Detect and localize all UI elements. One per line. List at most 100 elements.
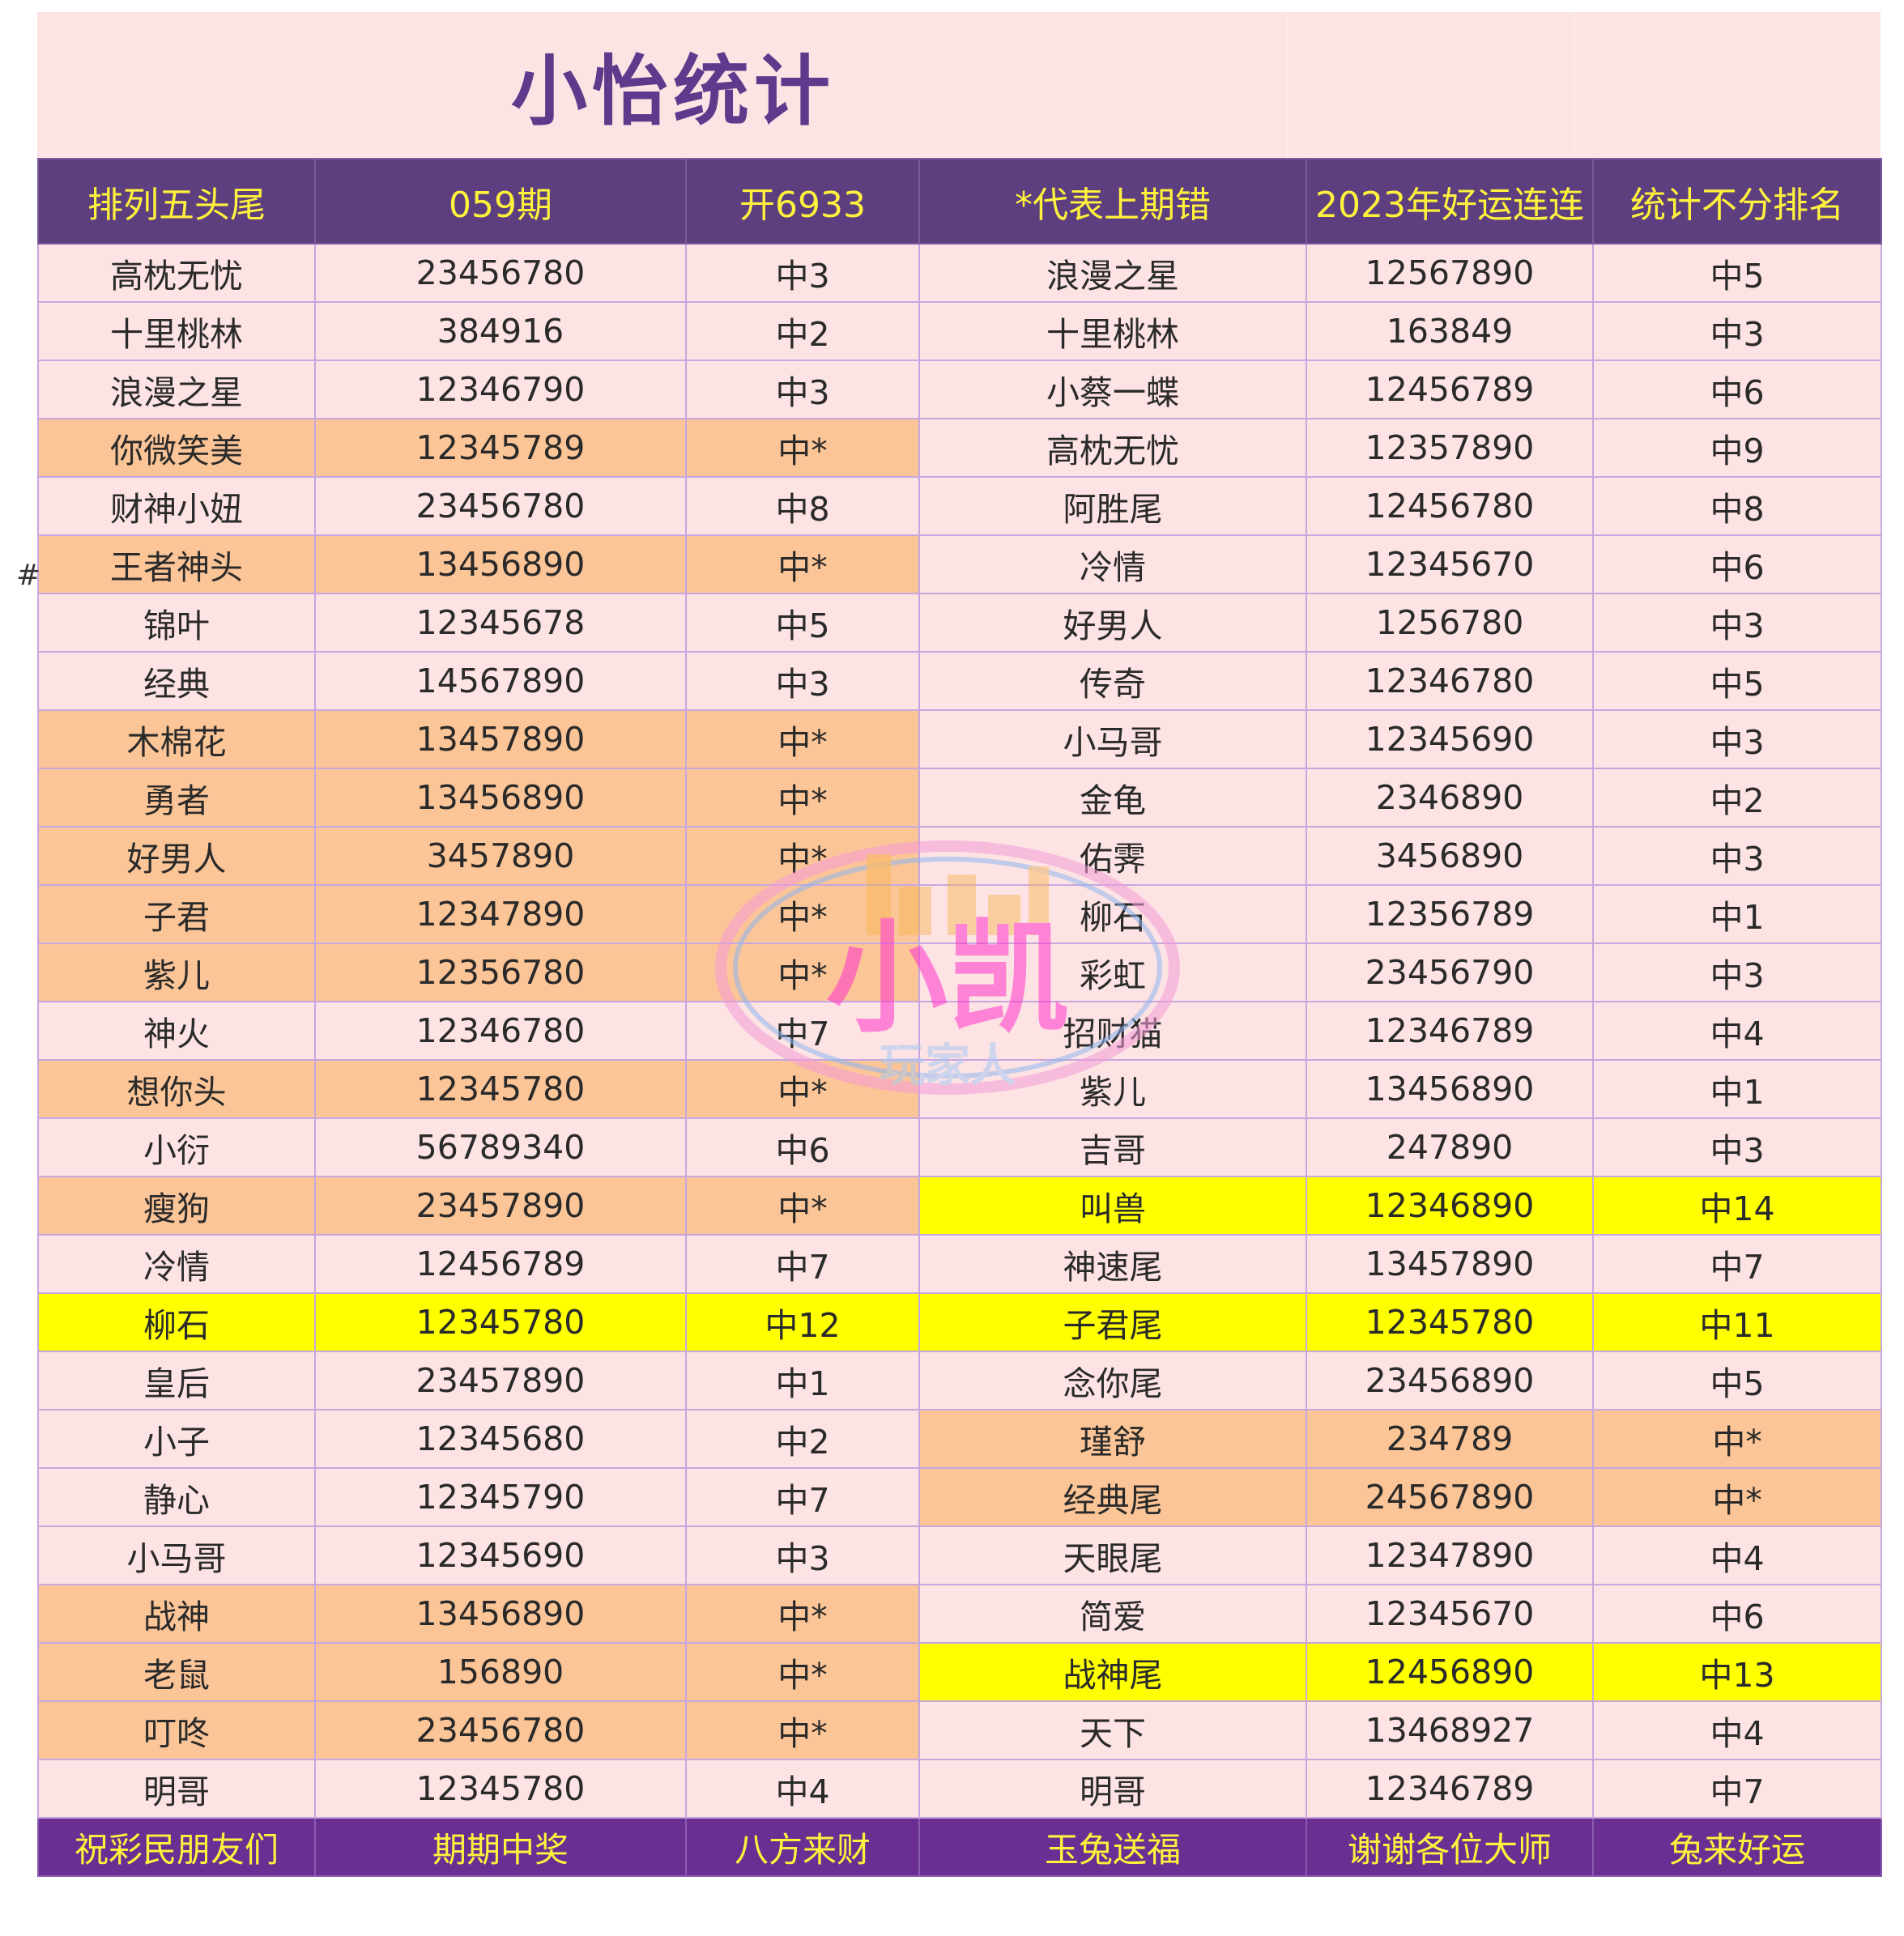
- cell-open-result: 中*: [685, 1700, 920, 1760]
- cell-period-059-number: 13456890: [314, 1584, 687, 1644]
- cell-back-name: 招财猫: [918, 1001, 1307, 1061]
- cell-front-tail-name: 好男人: [37, 826, 316, 886]
- cell-front-tail-name: 柳石: [37, 1292, 316, 1352]
- cell-period-059-number: 23456780: [314, 1700, 687, 1760]
- table-row: 静心 12345790 中7 经典尾 24567890 中*: [37, 1467, 1882, 1527]
- cell-period-059-number: 12345780: [314, 1059, 687, 1119]
- title-row: 小怡统计: [37, 12, 1881, 158]
- cell-back-name: 明哥: [918, 1759, 1307, 1819]
- page-title: 小怡统计: [510, 48, 835, 136]
- cell-open-result: 中*: [685, 418, 920, 478]
- cell-period-059-number: 384916: [314, 301, 687, 361]
- table-row: 小衍 56789340 中6 吉哥 247890 中3: [37, 1117, 1882, 1177]
- cell-back-name: 简爱: [918, 1584, 1307, 1644]
- cell-period-059-number: 23457890: [314, 1351, 687, 1411]
- cell-score: 中1: [1592, 1059, 1882, 1119]
- cell-open-result: 中5: [685, 593, 920, 653]
- cell-lucky-number: 2346890: [1306, 768, 1594, 828]
- cell-back-name: 小马哥: [918, 709, 1307, 769]
- cell-score: 中3: [1592, 1117, 1882, 1177]
- cell-front-tail-name: 高枕无忧: [37, 243, 316, 303]
- cell-front-tail-name: 锦叶: [37, 593, 316, 653]
- table-row: 好男人 3457890 中* 佑霁 3456890 中3: [37, 826, 1882, 886]
- table-row: 皇后 23457890 中1 念你尾 23456890 中5: [37, 1351, 1882, 1411]
- cell-score: 中4: [1592, 1001, 1882, 1061]
- cell-open-result: 中*: [685, 1059, 920, 1119]
- table-row: 锦叶 12345678 中5 好男人 1256780 中3: [37, 593, 1882, 653]
- cell-back-name: 神速尾: [918, 1234, 1307, 1294]
- cell-period-059-number: 56789340: [314, 1117, 687, 1177]
- table-row: 神火 12346780 中7 招财猫 12346789 中4: [37, 1001, 1882, 1061]
- footer-cell: 兔来好运: [1592, 1817, 1882, 1877]
- cell-score: 中*: [1592, 1409, 1882, 1469]
- cell-lucky-number: 12347890: [1306, 1525, 1594, 1585]
- cell-score: 中5: [1592, 651, 1882, 711]
- footer-cell: 玉兔送福: [918, 1817, 1307, 1877]
- cell-period-059-number: 12345680: [314, 1409, 687, 1469]
- cell-score: 中4: [1592, 1700, 1882, 1760]
- cell-score: 中6: [1592, 1584, 1882, 1644]
- cell-lucky-number: 13457890: [1306, 1234, 1594, 1294]
- cell-back-name: 天下: [918, 1700, 1307, 1760]
- cell-score: 中3: [1592, 301, 1882, 361]
- cell-lucky-number: 234789: [1306, 1409, 1594, 1469]
- table-row: 冷情 12456789 中7 神速尾 13457890 中7: [37, 1234, 1882, 1294]
- cell-front-tail-name: 老鼠: [37, 1642, 316, 1702]
- cell-open-result: 中*: [685, 709, 920, 769]
- cell-lucky-number: 12345780: [1306, 1292, 1594, 1352]
- cell-lucky-number: 23456790: [1306, 942, 1594, 1002]
- cell-front-tail-name: 子君: [37, 884, 316, 944]
- cell-back-name: 紫儿: [918, 1059, 1307, 1119]
- footer-cell: 期期中奖: [314, 1817, 687, 1877]
- table-row: 明哥 12345780 中4 明哥 12346789 中7: [37, 1759, 1882, 1819]
- cell-front-tail-name: 明哥: [37, 1759, 316, 1819]
- cell-lucky-number: 3456890: [1306, 826, 1594, 886]
- table-row: 小马哥 12345690 中3 天眼尾 12347890 中4: [37, 1525, 1882, 1585]
- cell-period-059-number: 12345780: [314, 1292, 687, 1352]
- cell-back-name: 十里桃林: [918, 301, 1307, 361]
- stats-table: 排列五头尾 059期 开6933 *代表上期错 2023年好运连连 统计不分排名 高枕无忧 2…: [37, 158, 1882, 1877]
- cell-score: 中6: [1592, 360, 1882, 419]
- cell-score: 中*: [1592, 1467, 1882, 1527]
- cell-score: 中11: [1592, 1292, 1882, 1352]
- cell-lucky-number: 12346890: [1306, 1176, 1594, 1236]
- cell-score: 中2: [1592, 768, 1882, 828]
- cell-lucky-number: 12567890: [1306, 243, 1594, 303]
- table-row: 子君 12347890 中* 柳石 12356789 中1: [37, 884, 1882, 944]
- cell-lucky-number: 12456890: [1306, 1642, 1594, 1702]
- cell-front-tail-name: 财神小妞: [37, 476, 316, 536]
- blank-title-cell: [1574, 12, 1881, 158]
- cell-open-result: 中*: [685, 1642, 920, 1702]
- cell-score: 中5: [1592, 1351, 1882, 1411]
- cell-period-059-number: 13456890: [314, 768, 687, 828]
- cell-lucky-number: 24567890: [1306, 1467, 1594, 1527]
- cell-score: 中14: [1592, 1176, 1882, 1236]
- cell-back-name: 瑾舒: [918, 1409, 1307, 1469]
- cell-front-tail-name: 皇后: [37, 1351, 316, 1411]
- cell-front-tail-name: 小衍: [37, 1117, 316, 1177]
- cell-back-name: 子君尾: [918, 1292, 1307, 1352]
- cell-lucky-number: 247890: [1306, 1117, 1594, 1177]
- cell-period-059-number: 3457890: [314, 826, 687, 886]
- cell-score: 中8: [1592, 476, 1882, 536]
- cell-back-name: 冷情: [918, 534, 1307, 594]
- table-row: 浪漫之星 12346790 中3 小蔡一蝶 12456789 中6: [37, 360, 1882, 419]
- cell-score: 中3: [1592, 593, 1882, 653]
- cell-period-059-number: 12347890: [314, 884, 687, 944]
- cell-front-tail-name: 叮咚: [37, 1700, 316, 1760]
- header-cell-open-result: 开6933: [685, 158, 920, 245]
- cell-open-result: 中12: [685, 1292, 920, 1352]
- cell-lucky-number: 12346780: [1306, 651, 1594, 711]
- cell-lucky-number: 13456890: [1306, 1059, 1594, 1119]
- cell-score: 中7: [1592, 1759, 1882, 1819]
- stats-sheet: 小怡统计 排列五头尾 059期 开6933 *代表上期错 2023年好运连连 统计不分排名…: [37, 12, 1882, 1877]
- cell-period-059-number: 156890: [314, 1642, 687, 1702]
- cell-front-tail-name: 静心: [37, 1467, 316, 1527]
- cell-period-059-number: 12346780: [314, 1001, 687, 1061]
- cell-back-name: 经典尾: [918, 1467, 1307, 1527]
- cell-open-result: 中7: [685, 1001, 920, 1061]
- cell-period-059-number: 23457890: [314, 1176, 687, 1236]
- cell-open-result: 中3: [685, 243, 920, 303]
- cell-lucky-number: 12356789: [1306, 884, 1594, 944]
- cell-open-result: 中7: [685, 1467, 920, 1527]
